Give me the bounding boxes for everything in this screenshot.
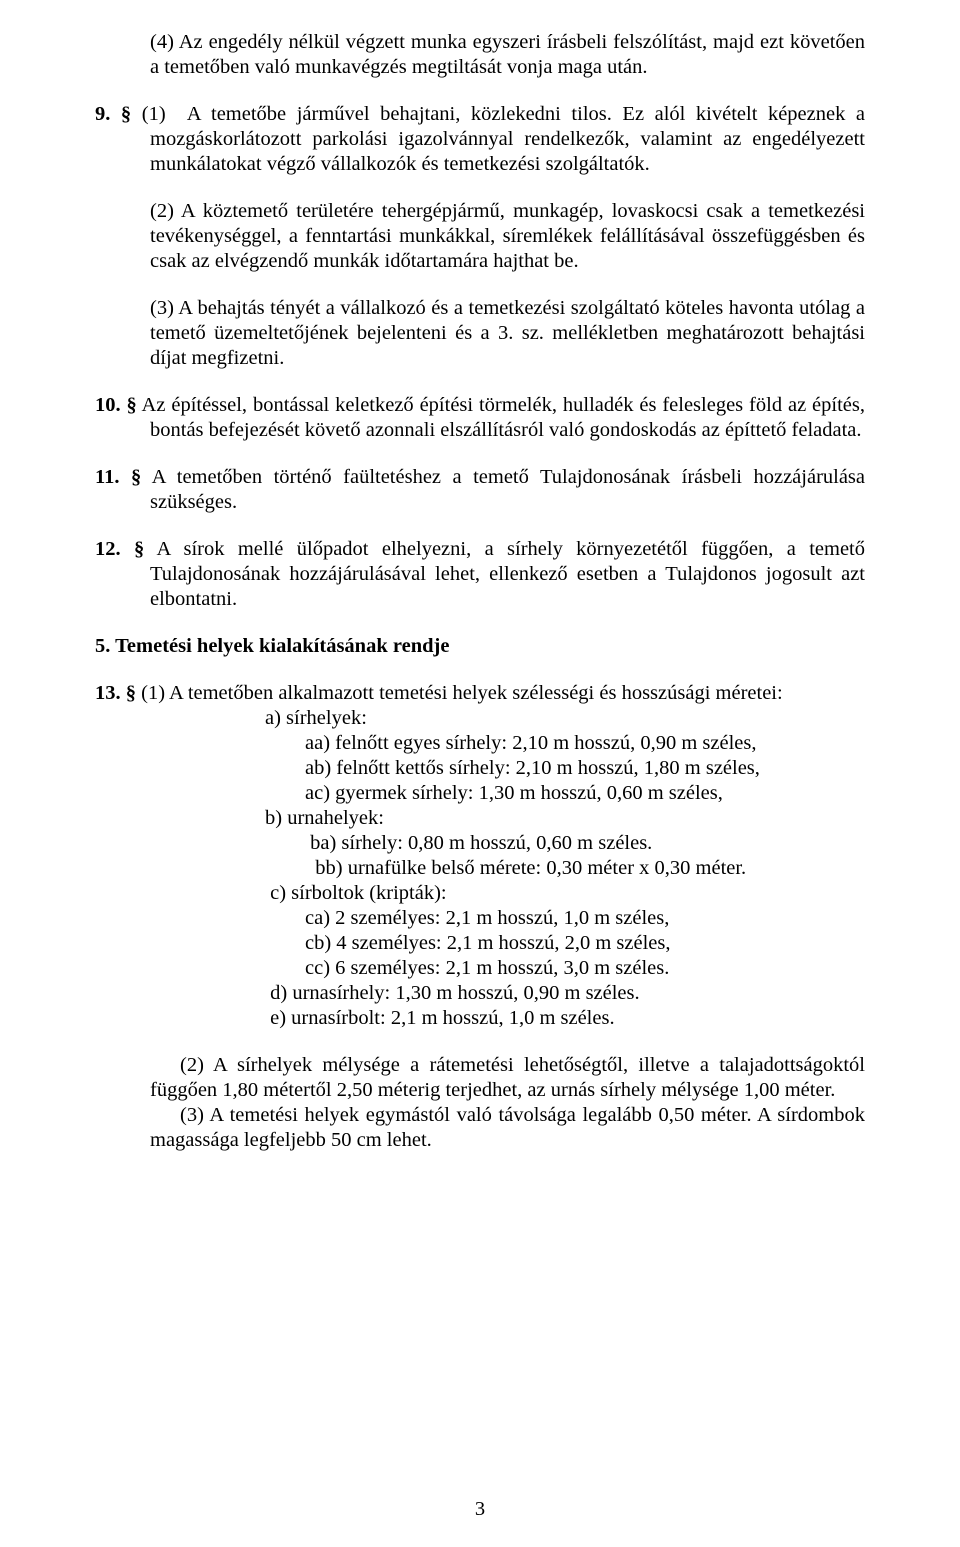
item-b: b) urnahelyek: — [95, 806, 865, 831]
section-10-marker: 10. § — [95, 394, 137, 416]
item-a: a) sírhelyek: — [95, 706, 865, 731]
document-page: (4) Az engedély nélkül végzett munka egy… — [0, 0, 960, 1547]
item-c: c) sírboltok (kripták): — [95, 881, 865, 906]
section-12: 12. § A sírok mellé ülőpadot elhelyezni,… — [95, 537, 865, 612]
item-ab: ab) felnőtt kettős sírhely: 2,10 m hossz… — [95, 756, 865, 781]
section-10-text: Az építéssel, bontással keletkező építés… — [142, 394, 865, 441]
section-11-text: A temetőben történő faültetéshez a temet… — [150, 466, 865, 513]
section-13: 13. § (1) A temetőben alkalmazott temeté… — [95, 681, 865, 706]
section-12-text: A sírok mellé ülőpadot elhelyezni, a sír… — [150, 538, 865, 610]
item-cc: cc) 6 személyes: 2,1 m hosszú, 3,0 m szé… — [95, 956, 865, 981]
section-11-marker: 11. § — [95, 466, 141, 488]
section-13-marker: 13. § — [95, 682, 136, 704]
page-number: 3 — [0, 1497, 960, 1522]
section-10: 10. § Az építéssel, bontással keletkező … — [95, 393, 865, 443]
item-ba: ba) sírhely: 0,80 m hosszú, 0,60 m széle… — [95, 831, 865, 856]
section-9-p2: (2) A köztemető területére tehergépjármű… — [150, 199, 865, 274]
item-e: e) urnasírbolt: 2,1 m hosszú, 1,0 m szél… — [95, 1006, 865, 1031]
section-13-p2: (2) A sírhelyek mélysége a rátemetési le… — [150, 1053, 865, 1103]
section-9: 9. § (1) A temetőbe járművel behajtani, … — [95, 102, 865, 177]
item-aa: aa) felnőtt egyes sírhely: 2,10 m hosszú… — [95, 731, 865, 756]
section-12-marker: 12. § — [95, 538, 144, 560]
heading-5: 5. Temetési helyek kialakításának rendje — [95, 634, 865, 659]
paragraph-4: (4) Az engedély nélkül végzett munka egy… — [150, 30, 865, 80]
item-bb: bb) urnafülke belső mérete: 0,30 méter x… — [95, 856, 865, 881]
section-13-p3: (3) A temetési helyek egymástól való táv… — [150, 1103, 865, 1153]
item-ac: ac) gyermek sírhely: 1,30 m hosszú, 0,60… — [95, 781, 865, 806]
item-d: d) urnasírhely: 1,30 m hosszú, 0,90 m sz… — [95, 981, 865, 1006]
section-13-intro: (1) A temetőben alkalmazott temetési hel… — [141, 682, 783, 704]
item-cb: cb) 4 személyes: 2,1 m hosszú, 2,0 m szé… — [95, 931, 865, 956]
item-ca: ca) 2 személyes: 2,1 m hosszú, 1,0 m szé… — [95, 906, 865, 931]
section-9-text: (1) A temetőbe járművel behajtani, közle… — [142, 103, 865, 175]
section-9-marker: 9. § — [95, 103, 131, 125]
section-9-p3: (3) A behajtás tényét a vállalkozó és a … — [150, 296, 865, 371]
section-11: 11. § A temetőben történő faültetéshez a… — [95, 465, 865, 515]
